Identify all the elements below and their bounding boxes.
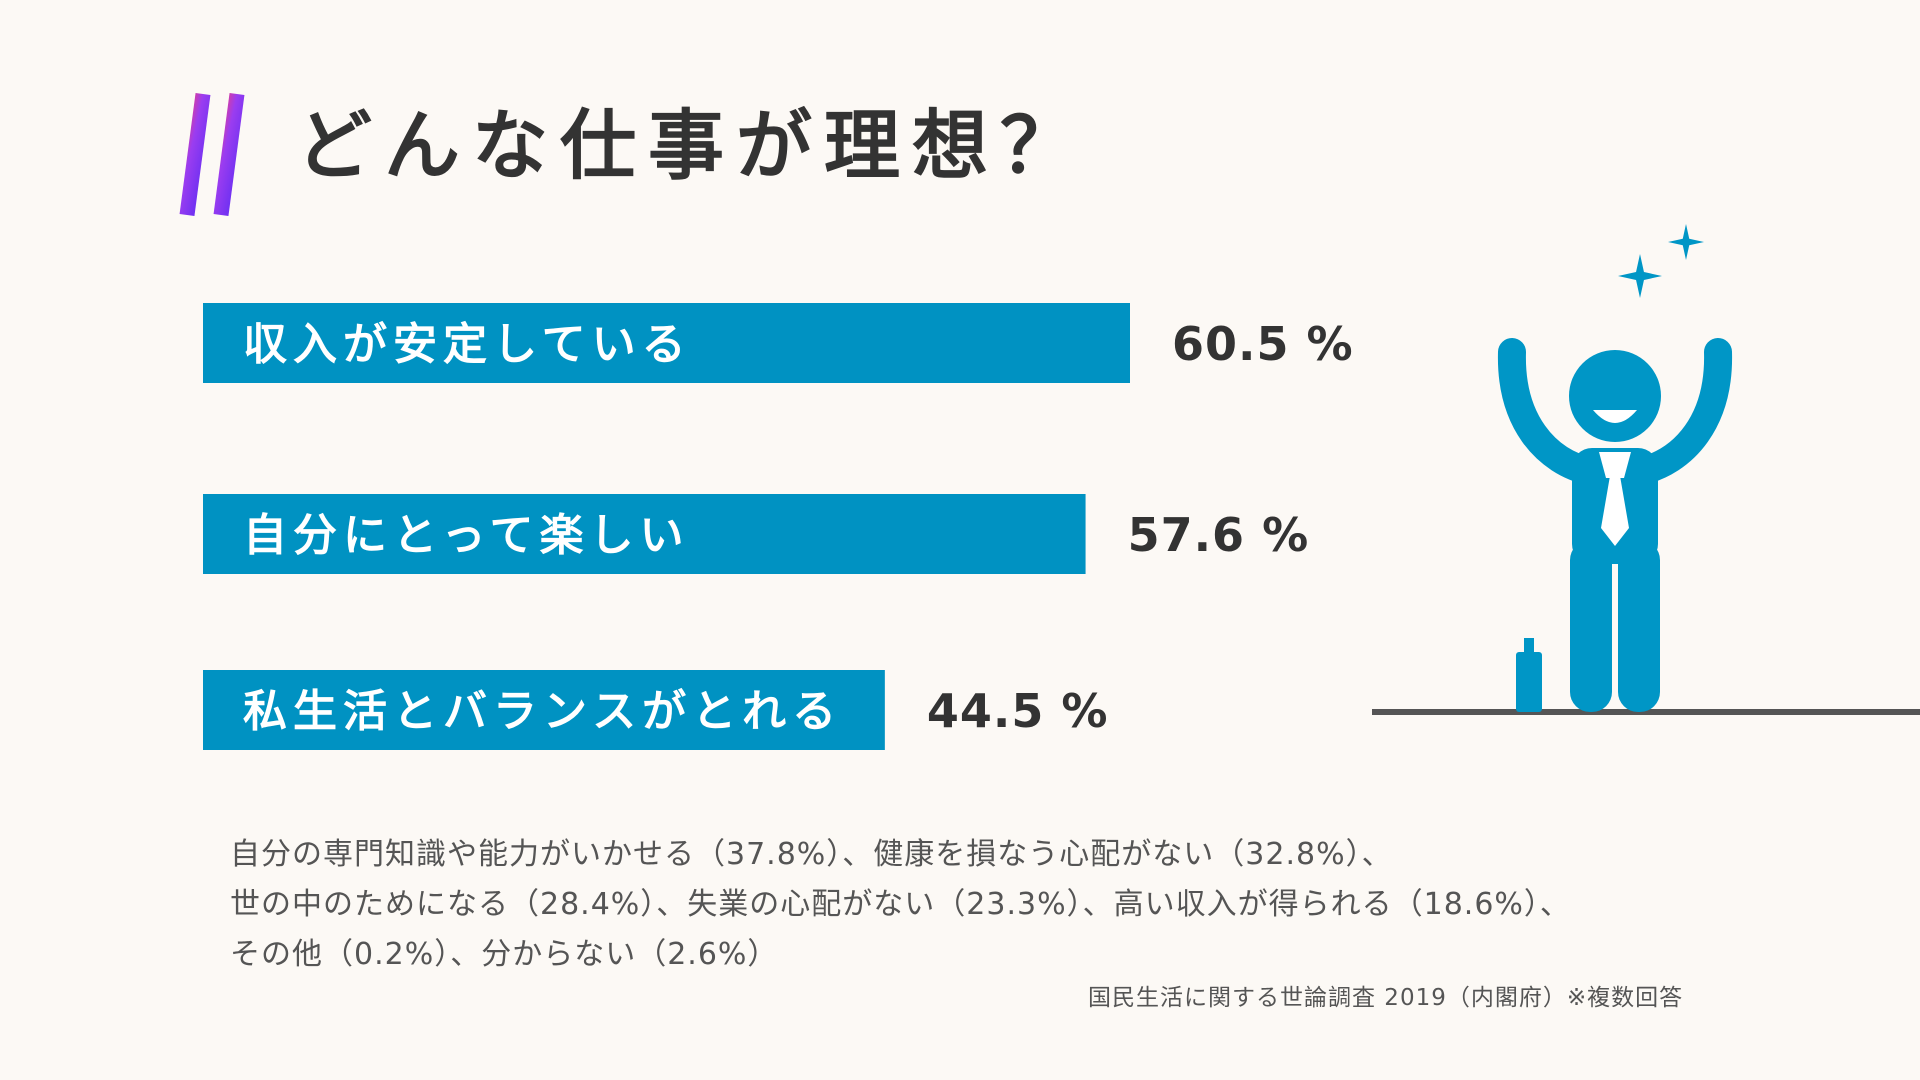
bar-value-label: 57.6 % [1128,508,1310,562]
hashtag-icon [165,93,255,216]
other-answers-line: 自分の専門知識や能力がいかせる（37.8%）、健康を損なう心配がない（32.8%… [230,837,1393,872]
bar-category-label: 私生活とバランスがとれる [243,686,842,737]
other-answers-line: 世の中のためになる（28.4%）、失業の心配がない（23.3%）、高い収入が得ら… [230,887,1571,922]
page-title: どんな仕事が理想？ [296,101,1088,190]
other-answers: 自分の専門知識や能力がいかせる（37.8%）、健康を損なう心配がない（32.8%… [230,830,1620,980]
bar-category-label: 収入が安定している [243,319,692,370]
bar-category-label: 自分にとって楽しい [243,510,689,561]
bar [203,670,885,750]
bar [203,494,1086,574]
bar-value-label: 60.5 % [1172,317,1354,371]
source-note: 国民生活に関する世論調査 2019（内閣府）※複数回答 [1088,985,1684,1011]
bar [203,303,1130,383]
bar-value-label: 44.5 % [927,684,1109,738]
other-answers-line: その他（0.2%）、分からない（2.6%） [230,937,779,972]
